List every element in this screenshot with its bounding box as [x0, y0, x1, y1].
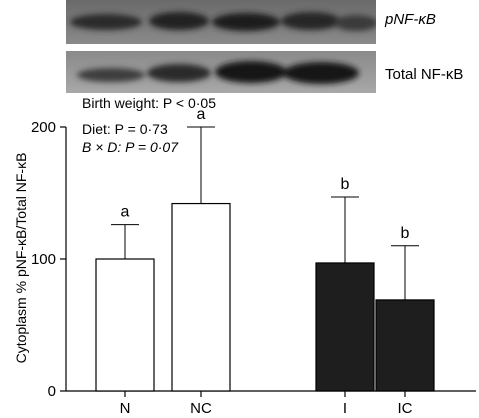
significance-label-NC: a: [197, 106, 206, 123]
significance-label-N: a: [121, 204, 130, 221]
stat-birth-weight: Birth weight: P < 0·05: [82, 95, 216, 111]
western-blot-pnfkb: [66, 0, 376, 44]
blot-label-pnfkb: pNF-κB: [385, 11, 436, 28]
bar-I: [315, 262, 375, 392]
y-tick-label: 0: [48, 383, 56, 400]
western-blot-total-nfkb: [66, 51, 376, 93]
bar-IC: [375, 299, 435, 392]
significance-label-IC: b: [401, 225, 410, 242]
y-tick-label: 100: [31, 251, 56, 268]
x-tick-label-N: N: [120, 400, 131, 417]
stat-diet: Diet: P = 0·73: [82, 121, 168, 137]
bar-NC: [171, 202, 231, 392]
x-tick-label-NC: NC: [190, 400, 212, 417]
blot-label-total-nfkb: Total NF-κB: [385, 66, 464, 83]
x-tick-label-I: I: [343, 400, 347, 417]
bar-N: [95, 258, 155, 392]
x-tick-label-IC: IC: [398, 400, 413, 417]
stat-interaction: B × D: P = 0·07: [82, 139, 178, 155]
significance-label-I: b: [341, 176, 350, 193]
y-tick-label: 200: [31, 119, 56, 136]
